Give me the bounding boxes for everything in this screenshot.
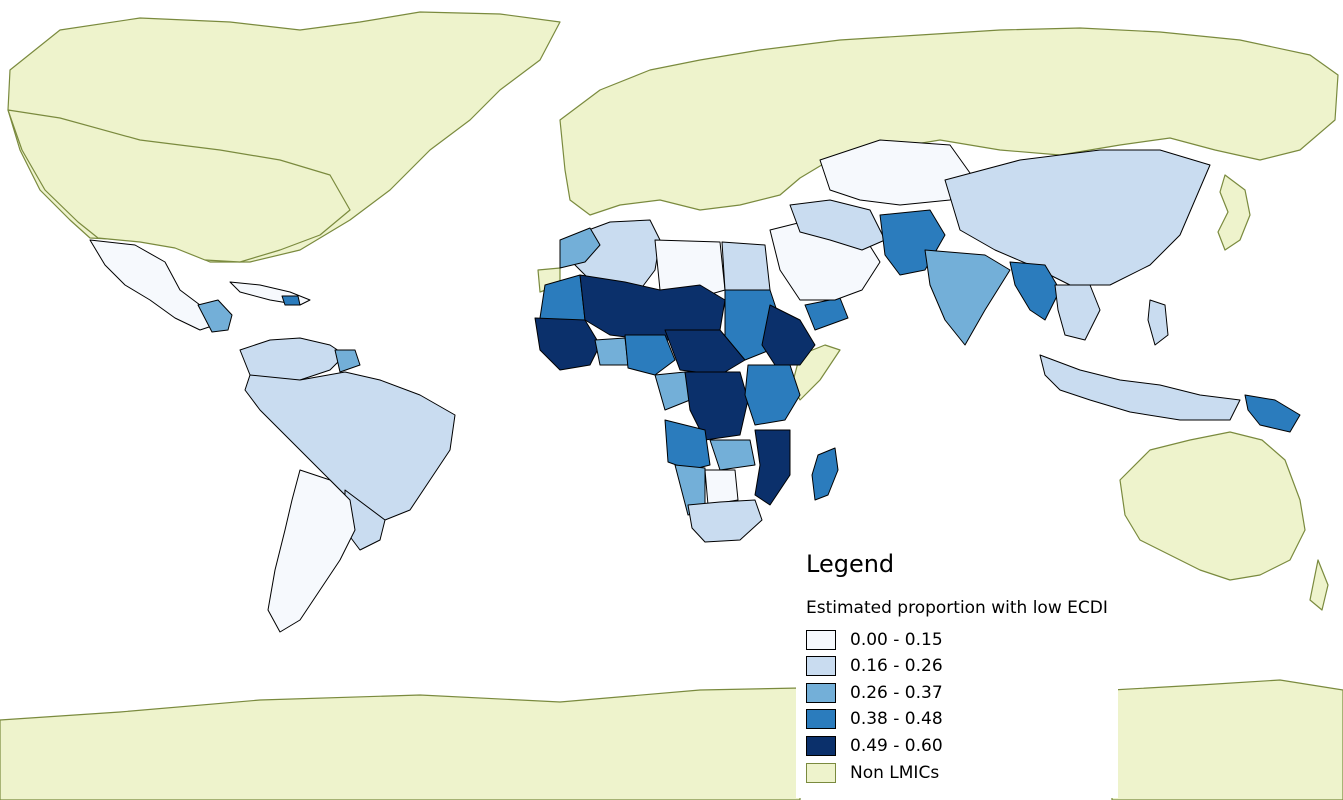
mozambique-malawi <box>754 429 791 506</box>
east-africa <box>744 364 801 426</box>
legend-item: 0.26 - 0.37 <box>806 681 943 705</box>
iraq-iran <box>789 199 886 251</box>
india <box>924 249 1011 346</box>
legend-item: 0.49 - 0.60 <box>806 734 943 758</box>
legend-label: 0.00 - 0.15 <box>850 630 943 650</box>
usa-canada <box>7 109 351 263</box>
legend: Legend Estimated proportion with low ECD… <box>796 540 1118 798</box>
antarctica-east <box>1111 679 1343 800</box>
legend-swatch-non-lmic <box>806 763 836 783</box>
new-zealand <box>1309 559 1329 611</box>
morocco <box>559 227 601 269</box>
indonesia <box>1039 354 1241 421</box>
zambia-zimbabwe <box>709 439 756 471</box>
legend-label: 0.26 - 0.37 <box>850 683 943 703</box>
legend-title: Legend <box>806 550 895 578</box>
legend-item: 0.38 - 0.48 <box>806 707 943 731</box>
north-africa-west <box>574 219 661 291</box>
egypt <box>721 241 771 291</box>
southeast-asia <box>1054 284 1101 341</box>
japan <box>1217 174 1251 251</box>
legend-label: 0.16 - 0.26 <box>850 656 943 676</box>
legend-item: 0.00 - 0.15 <box>806 628 943 652</box>
west-africa-coast <box>534 317 601 371</box>
legend-item: 0.16 - 0.26 <box>806 654 943 678</box>
chad-car <box>664 329 746 376</box>
central-asia <box>819 139 976 206</box>
legend-swatch <box>806 656 836 676</box>
central-america-region <box>197 299 233 333</box>
south-america-north <box>244 371 456 521</box>
legend-swatch <box>806 736 836 756</box>
argentina-chile <box>267 469 356 633</box>
nigeria <box>624 334 676 376</box>
ghana-region <box>594 337 629 366</box>
south-africa <box>687 499 763 543</box>
papua-new-guinea <box>1244 394 1301 433</box>
legend-subtitle: Estimated proportion with low ECDI <box>806 598 1108 618</box>
legend-item: Non LMICs <box>806 761 939 785</box>
china-mongolia <box>944 149 1211 286</box>
haiti-region <box>281 295 301 306</box>
australia <box>1119 431 1306 581</box>
lmic-regions <box>89 139 1301 633</box>
philippines <box>1147 299 1169 346</box>
ethiopia <box>761 304 816 366</box>
guyana-region <box>334 349 361 373</box>
drc <box>684 371 749 441</box>
botswana <box>704 469 739 506</box>
madagascar <box>811 447 839 501</box>
legend-label: 0.38 - 0.48 <box>850 709 943 729</box>
non-lmic-regions <box>0 11 1343 800</box>
legend-label: 0.49 - 0.60 <box>850 736 943 756</box>
antarctica <box>0 687 801 800</box>
legend-label-non-lmic: Non LMICs <box>850 763 940 783</box>
europe-russia <box>559 27 1339 216</box>
legend-swatch <box>806 709 836 729</box>
legend-swatch <box>806 683 836 703</box>
mexico-region <box>89 239 216 331</box>
legend-swatch <box>806 630 836 650</box>
myanmar-bangladesh <box>1009 261 1061 321</box>
